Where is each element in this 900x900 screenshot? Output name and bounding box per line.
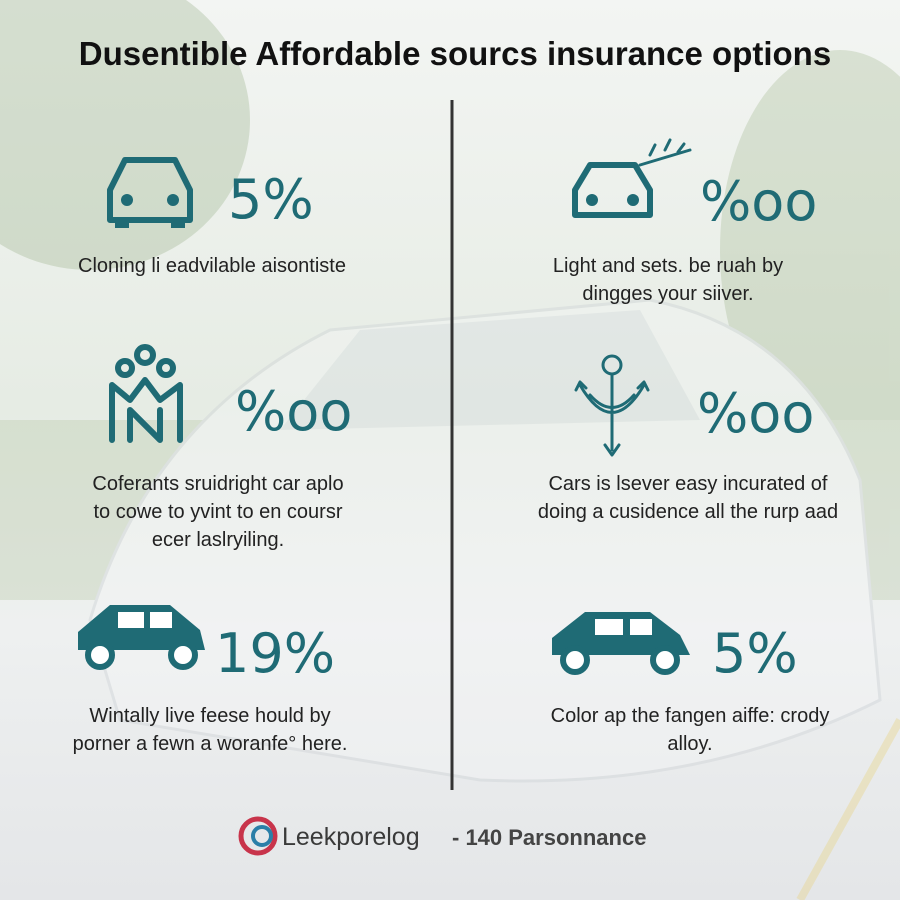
description: ecer laslryiling. [152,529,284,551]
percent: 5% [228,168,314,231]
description: Coferants sruidright car aplo [92,473,343,495]
description: Cars is lsever easy incurated of [548,473,827,495]
description: doing a cusidence all the rurp aad [538,501,838,523]
car-spark-icon [572,138,692,218]
sedan-icon [78,605,205,670]
description: dingges your siiver. [582,283,753,305]
percent: %oo [700,170,817,233]
logo [238,816,278,856]
brand: Leekporelog [282,823,420,851]
sedan-icon [552,612,690,675]
tagline: - 140 Parsonnance [452,825,646,850]
percent: %oo [235,380,352,443]
description: to cowe to yvint to en coursr [93,501,342,523]
description: Cloning li eadvilable aisontiste [78,255,346,277]
compass-icon [574,354,650,457]
percent: %oo [697,382,814,445]
title: Dusentible Affordable sourcs insurance o… [79,35,831,72]
description: porner a fewn a woranfe° here. [73,733,348,755]
people-icon [109,344,183,443]
percent: 19% [215,622,335,685]
description: alloy. [667,733,712,755]
percent: 5% [712,622,798,685]
description: Wintally live feese hould by [89,705,330,727]
logo [251,825,273,847]
description: Color ap the fangen aiffe: crody [551,705,830,727]
description: Light and sets. be ruah by [553,255,783,277]
footer: Leekporelog - 140 Parsonnance [238,816,646,856]
car-icon [107,157,193,228]
